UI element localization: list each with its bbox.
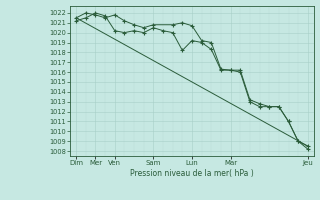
X-axis label: Pression niveau de la mer( hPa ): Pression niveau de la mer( hPa ) <box>130 169 254 178</box>
